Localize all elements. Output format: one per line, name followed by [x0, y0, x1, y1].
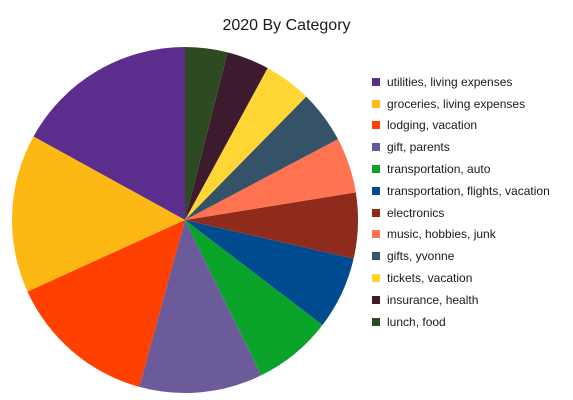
pie-slice-2: [27, 220, 185, 387]
legend-label: transportation, auto: [387, 162, 491, 177]
legend-label: gift, parents: [387, 140, 450, 155]
pie-slice-1: [12, 136, 185, 292]
legend-swatch: [372, 208, 380, 217]
chart-legend: utilities, living expenses groceries, liv…: [372, 71, 550, 333]
legend-item: lodging, vacation: [372, 115, 550, 137]
legend-item: transportation, flights, vacation: [372, 180, 550, 202]
pie-slices: [12, 47, 359, 393]
legend-item: groceries, living expenses: [372, 93, 550, 115]
legend-item: utilities, living expenses: [372, 71, 550, 93]
pie-slice-11: [185, 47, 228, 220]
legend-item: gift, parents: [372, 136, 550, 158]
legend-swatch: [372, 252, 380, 261]
pie-slice-9: [185, 68, 307, 220]
legend-item: music, hobbies, junk: [372, 224, 550, 246]
legend-item: electronics: [372, 202, 550, 224]
pie-slice-8: [185, 96, 338, 220]
legend-swatch: [372, 143, 380, 152]
pie-slice-4: [185, 220, 323, 376]
pie-slice-0: [33, 47, 185, 220]
legend-swatch: [372, 77, 380, 86]
pie-slice-6: [185, 192, 359, 259]
legend-label: music, hobbies, junk: [387, 227, 496, 242]
legend-swatch: [372, 230, 380, 239]
pie-slice-10: [185, 52, 268, 220]
legend-label: insurance, health: [387, 292, 479, 307]
pie-slice-3: [139, 220, 262, 393]
legend-item: insurance, health: [372, 289, 550, 311]
legend-label: groceries, living expenses: [387, 96, 526, 111]
legend-label: utilities, living expenses: [387, 74, 513, 89]
legend-item: tickets, vacation: [372, 267, 550, 289]
legend-swatch: [372, 274, 380, 283]
legend-swatch: [372, 186, 380, 195]
legend-item: gifts, yvonne: [372, 245, 550, 267]
legend-label: tickets, vacation: [387, 271, 473, 286]
legend-item: transportation, auto: [372, 158, 550, 180]
legend-swatch: [372, 317, 380, 326]
legend-label: lunch, food: [387, 314, 446, 329]
pie-slice-7: [185, 139, 356, 220]
legend-swatch: [372, 165, 380, 174]
chart-title: 2020 By Category: [222, 17, 351, 34]
legend-label: transportation, flights, vacation: [387, 183, 550, 198]
legend-label: electronics: [387, 205, 445, 220]
legend-label: gifts, yvonne: [387, 249, 455, 264]
legend-swatch: [372, 99, 380, 108]
legend-swatch: [372, 295, 380, 304]
legend-label: lodging, vacation: [387, 118, 478, 133]
pie-slice-5: [185, 220, 354, 325]
legend-swatch: [372, 121, 380, 130]
legend-item: lunch, food: [372, 311, 550, 333]
